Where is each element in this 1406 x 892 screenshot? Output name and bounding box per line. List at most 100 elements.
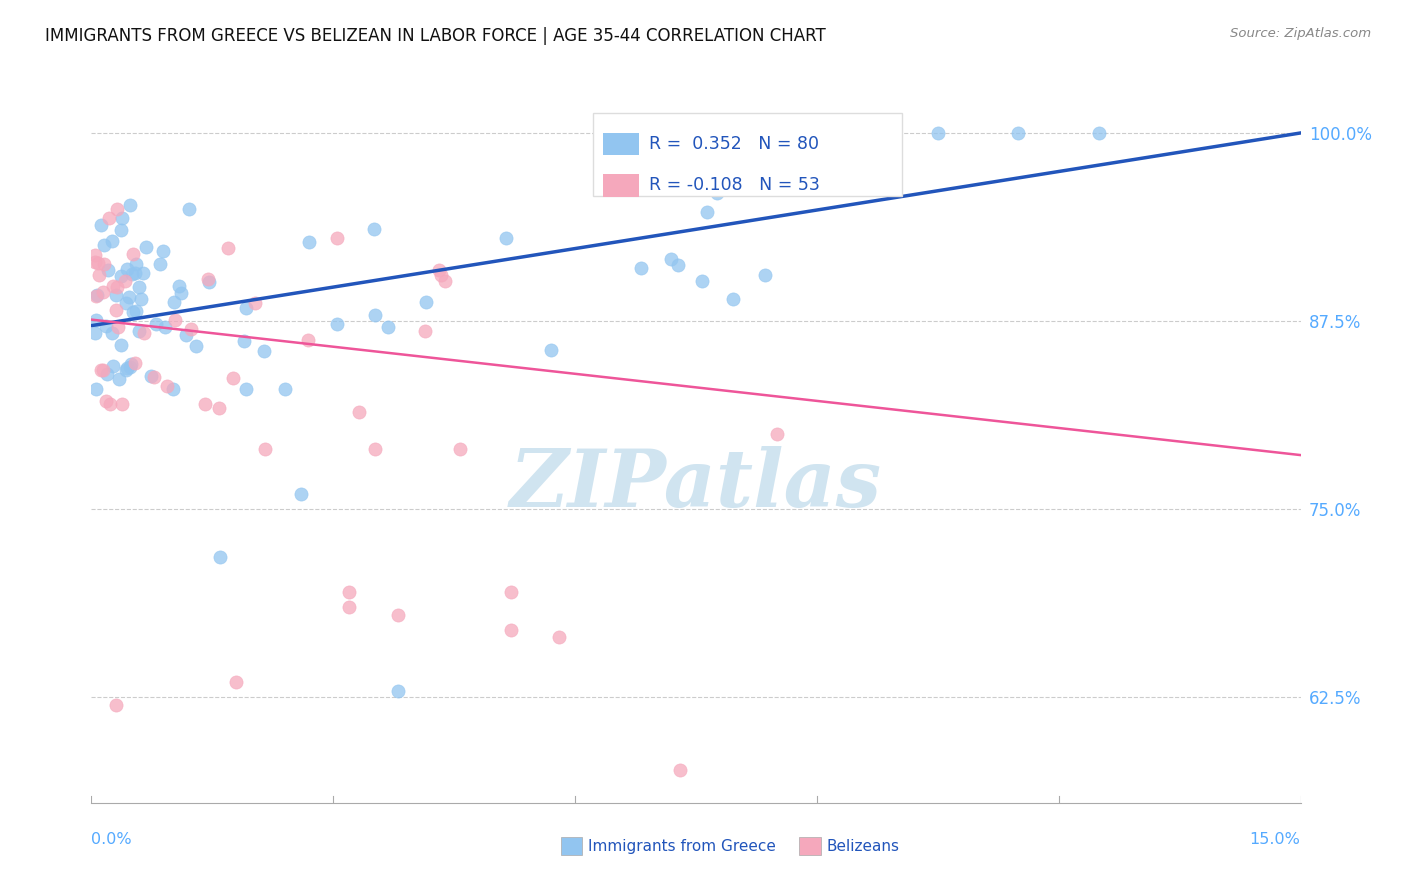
- Point: [115, 361, 138, 376]
- Point: [180, 322, 202, 336]
- Point: [86, 287, 108, 301]
- Point: [167, 279, 190, 293]
- Point: [96, 368, 118, 382]
- Point: [659, 252, 682, 267]
- Point: [100, 235, 122, 249]
- Text: R =  0.352   N = 80: R = 0.352 N = 80: [648, 135, 818, 153]
- Point: [115, 363, 138, 377]
- Point: [696, 205, 718, 219]
- Point: [186, 339, 208, 353]
- Point: [120, 359, 142, 374]
- Point: [104, 698, 127, 712]
- Point: [349, 405, 371, 419]
- Point: [98, 397, 121, 411]
- Point: [84, 382, 107, 396]
- Point: [124, 266, 146, 280]
- Bar: [799, 837, 821, 855]
- Point: [93, 238, 115, 252]
- Point: [156, 378, 179, 392]
- Point: [103, 359, 125, 373]
- Point: [120, 357, 142, 371]
- Point: [326, 318, 349, 332]
- Point: [765, 427, 787, 442]
- Point: [96, 393, 118, 408]
- Point: [326, 231, 349, 245]
- Point: [630, 261, 652, 276]
- Point: [111, 211, 134, 225]
- Y-axis label: In Labor Force | Age 35-44: In Labor Force | Age 35-44: [0, 341, 8, 542]
- Point: [110, 338, 132, 352]
- Point: [101, 326, 124, 340]
- Point: [125, 304, 148, 318]
- Text: Immigrants from Greece: Immigrants from Greece: [588, 838, 776, 854]
- Text: ZIPatlas: ZIPatlas: [510, 446, 882, 524]
- Point: [499, 585, 522, 599]
- Point: [96, 318, 118, 333]
- Point: [152, 244, 174, 259]
- Point: [162, 382, 184, 396]
- Point: [163, 295, 186, 310]
- Point: [174, 328, 197, 343]
- Point: [97, 263, 120, 277]
- Point: [128, 280, 150, 294]
- Point: [111, 397, 134, 411]
- Point: [87, 268, 110, 283]
- Point: [690, 273, 713, 287]
- Bar: [603, 174, 640, 197]
- Point: [706, 186, 728, 201]
- Point: [117, 290, 139, 304]
- Point: [93, 363, 115, 377]
- Point: [298, 235, 321, 249]
- Point: [364, 442, 387, 456]
- Point: [128, 324, 150, 338]
- Point: [98, 211, 121, 225]
- Point: [139, 368, 162, 383]
- Point: [170, 285, 193, 300]
- Point: [1088, 126, 1111, 140]
- Point: [387, 684, 409, 698]
- Point: [821, 128, 844, 143]
- Point: [870, 126, 893, 140]
- Point: [104, 288, 127, 302]
- Point: [235, 382, 257, 396]
- Point: [114, 274, 136, 288]
- Point: [149, 257, 172, 271]
- Point: [754, 268, 776, 282]
- Point: [377, 319, 399, 334]
- Point: [91, 285, 114, 300]
- FancyBboxPatch shape: [593, 112, 901, 196]
- Point: [208, 401, 231, 415]
- Point: [135, 240, 157, 254]
- Point: [107, 319, 129, 334]
- Point: [495, 230, 517, 244]
- Point: [114, 295, 136, 310]
- Point: [449, 442, 471, 456]
- Point: [129, 292, 152, 306]
- Point: [110, 269, 132, 284]
- Point: [101, 279, 124, 293]
- Point: [222, 370, 245, 384]
- Point: [233, 334, 256, 349]
- Point: [253, 344, 276, 359]
- Point: [124, 356, 146, 370]
- Point: [434, 274, 457, 288]
- Point: [108, 372, 131, 386]
- Text: IMMIGRANTS FROM GREECE VS BELIZEAN IN LABOR FORCE | AGE 35-44 CORRELATION CHART: IMMIGRANTS FROM GREECE VS BELIZEAN IN LA…: [45, 27, 825, 45]
- Point: [153, 320, 176, 334]
- Point: [84, 312, 107, 326]
- Point: [669, 763, 692, 777]
- Point: [387, 607, 409, 622]
- Point: [145, 318, 167, 332]
- Point: [499, 623, 522, 637]
- Point: [290, 487, 312, 501]
- Point: [93, 257, 115, 271]
- Bar: [561, 837, 582, 855]
- Bar: [603, 133, 640, 155]
- Text: R = -0.108   N = 53: R = -0.108 N = 53: [648, 177, 820, 194]
- Point: [337, 585, 360, 599]
- Point: [245, 296, 267, 310]
- Point: [110, 223, 132, 237]
- Point: [363, 222, 385, 236]
- Point: [274, 382, 297, 396]
- Point: [90, 363, 112, 377]
